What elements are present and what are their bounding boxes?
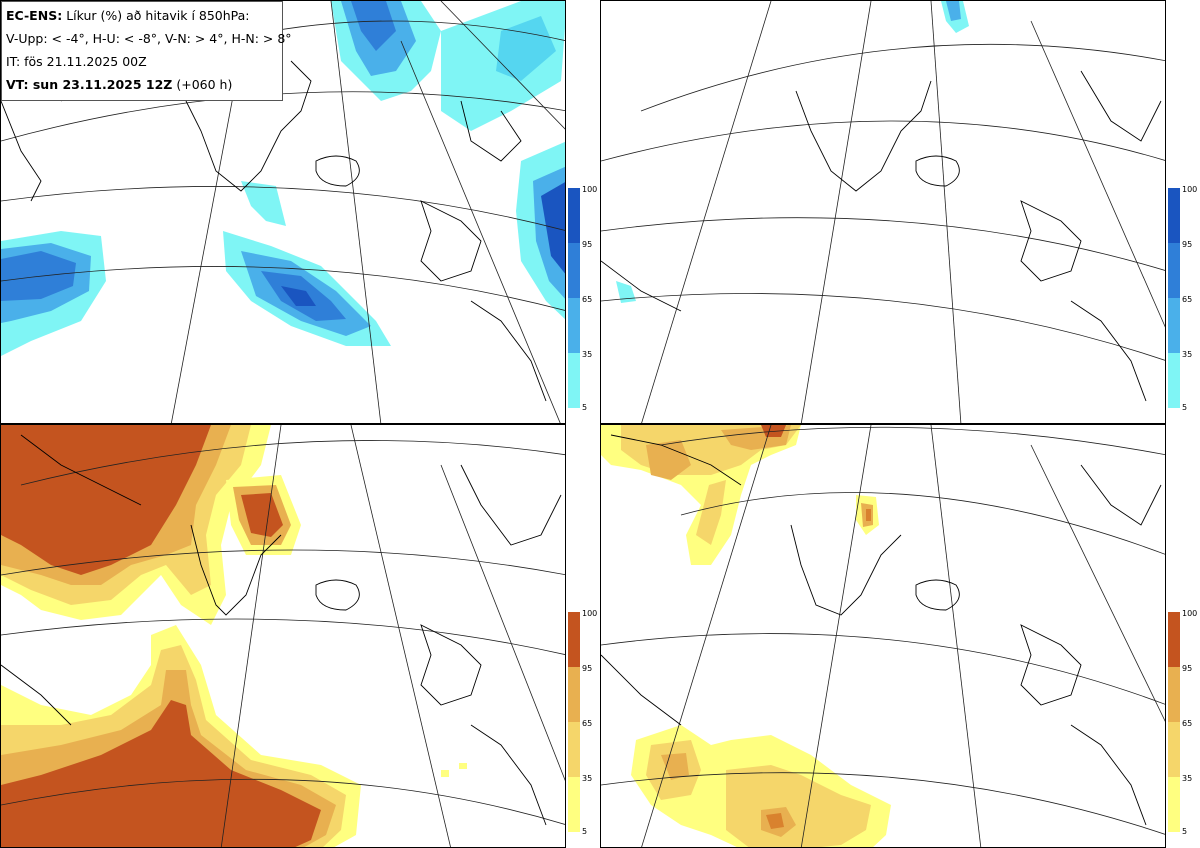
lead-time: (+060 h) [176,77,233,92]
colorbar-warm-1: 100 95 65 35 5 [568,609,598,836]
issued-time: IT: fös 21.11.2025 00Z [6,54,147,69]
colorbar-tick: 100 [1182,185,1198,194]
colorbar-warm-2: 100 95 65 35 5 [1168,609,1198,836]
valid-time: VT: sun 23.11.2025 12Z [6,77,173,92]
info-box: EC-ENS: Líkur (%) að hitavik í 850hPa: V… [1,1,292,101]
graticule [1,1,565,423]
title-text: Líkur (%) að hitavik í 850hPa: [66,8,250,23]
probability-shading [601,425,891,847]
coastlines [601,70,1162,402]
colorbar-tick: 95 [1182,664,1193,673]
map-cold-minus8 [601,1,1165,423]
colorbar-tick: 35 [1182,774,1193,783]
colorbar-tick: 5 [1182,827,1188,836]
model-label: EC-ENS: [6,8,63,23]
colorbar-tick: 35 [582,350,593,359]
colorbar-tick: 65 [582,719,593,728]
colorbar-tick: 100 [1182,609,1198,618]
colorbar-tick: 65 [1182,719,1193,728]
colorbar-tick: 65 [1182,295,1193,304]
map-warm-plus8 [601,425,1165,847]
map-panel-warm-plus4 [0,424,566,848]
coastlines [601,434,1162,826]
map-cold-minus4 [1,1,565,423]
map-panel-warm-plus8 [600,424,1166,848]
graticule [601,1,1165,423]
graticule [601,425,1165,847]
colorbar-cold-2: 100 95 65 35 5 [1168,185,1198,412]
colorbar-tick: 5 [582,827,588,836]
colorbar-tick: 65 [582,295,593,304]
coastlines [1,60,547,402]
colorbar-tick: 5 [582,403,588,412]
colorbar-tick: 95 [582,240,593,249]
thresholds-text: V-Upp: < -4°, H-U: < -8°, V-N: > 4°, H-N… [6,31,292,46]
colorbar-tick: 95 [582,664,593,673]
probability-shading [1,425,467,847]
colorbar-cold-1: 100 95 65 35 5 [568,185,598,412]
map-panel-cold-minus4: EC-ENS: Líkur (%) að hitavik í 850hPa: V… [0,0,566,424]
coastlines [1,434,562,826]
colorbar-tick: 35 [582,774,593,783]
probability-shading [616,1,969,303]
map-panel-cold-minus8 [600,0,1166,424]
colorbar-tick: 100 [582,185,598,194]
map-warm-plus4 [1,425,565,847]
graticule [1,425,565,847]
colorbar-tick: 100 [582,609,598,618]
colorbar-tick: 95 [1182,240,1193,249]
colorbar-tick: 35 [1182,350,1193,359]
colorbar-tick: 5 [1182,403,1188,412]
